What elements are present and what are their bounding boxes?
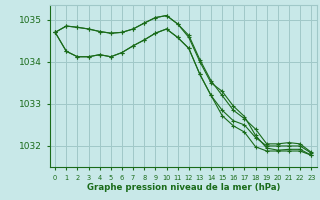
X-axis label: Graphe pression niveau de la mer (hPa): Graphe pression niveau de la mer (hPa) bbox=[86, 183, 280, 192]
